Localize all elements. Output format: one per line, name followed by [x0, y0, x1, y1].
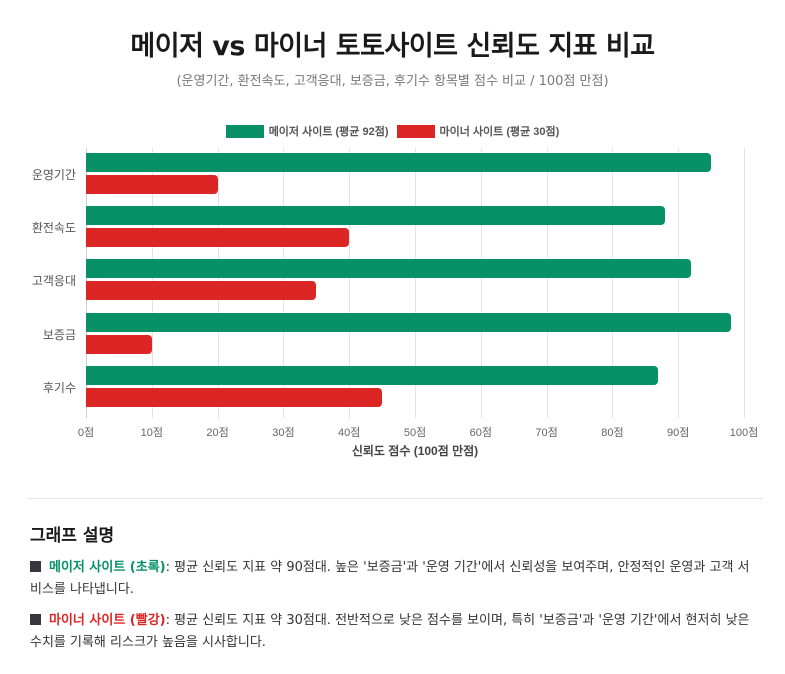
description-minor: 마이너 사이트 (빨강): 평균 신뢰도 지표 약 30점대. 전반적으로 낮은…: [30, 610, 760, 654]
x-axis-label: 신뢰도 점수 (100점 만점): [351, 444, 479, 458]
category-label: 고객응대: [31, 274, 76, 289]
section-divider: [27, 498, 763, 499]
bar-minor[interactable]: [86, 387, 383, 407]
legend-swatch-major: [225, 124, 264, 138]
x-tick-label: 10점: [140, 427, 163, 439]
chart-subtitle: (운영기간, 환전속도, 고객응대, 보증금, 후기수 항목별 점수 비교 / …: [176, 74, 609, 89]
bar-major[interactable]: [86, 153, 712, 172]
legend-label-major: 메이저 사이트 (평균 92점): [268, 126, 389, 138]
legend-item-minor[interactable]: 마이너 사이트 (평균 30점): [396, 123, 560, 139]
chart-title: 메이저 vs 마이너 토토사이트 신뢰도 지표 비교: [130, 31, 655, 62]
bar-major[interactable]: [86, 365, 659, 385]
category-label: 보증금: [42, 327, 76, 342]
x-tick-label: 40점: [338, 427, 361, 439]
x-tick-label: 50점: [403, 427, 427, 439]
gridline: [480, 148, 482, 418]
x-tick-label: 60점: [469, 427, 492, 439]
gridline: [612, 148, 614, 418]
x-tick-label: 30점: [272, 427, 295, 439]
bar-major[interactable]: [86, 206, 666, 226]
bar-major[interactable]: [86, 259, 692, 279]
square-bullet-icon: [30, 614, 41, 625]
major-label: 메이저 사이트 (초록): [49, 560, 166, 575]
bar-minor[interactable]: [86, 175, 218, 194]
x-tick-label: 100점: [729, 427, 759, 439]
description-title: 그래프 설명: [30, 526, 115, 546]
chart-legend: 메이저 사이트 (평균 92점) 마이너 사이트 (평균 30점): [0, 123, 785, 139]
x-tick-label: 80점: [601, 427, 624, 439]
category-label: 환전속도: [31, 221, 76, 236]
legend-swatch-minor: [396, 124, 435, 138]
gridline: [678, 148, 680, 418]
description-major: 메이저 사이트 (초록): 평균 신뢰도 지표 약 90점대. 높은 '보증금'…: [30, 557, 760, 601]
bar-minor[interactable]: [86, 334, 152, 354]
plot-area: [86, 148, 744, 410]
bar-minor[interactable]: [86, 281, 317, 301]
bar-major[interactable]: [86, 312, 731, 332]
x-tick-label: 70점: [535, 427, 558, 439]
minor-text: : 평균 신뢰도 지표 약 30점대. 전반적으로 낮은 점수를 보이며, 특히…: [30, 613, 750, 650]
legend-item-major[interactable]: 메이저 사이트 (평균 92점): [225, 123, 389, 139]
legend-label-minor: 마이너 사이트 (평균 30점): [439, 126, 560, 138]
bar-minor[interactable]: [86, 228, 350, 248]
minor-label: 마이너 사이트 (빨강): [49, 613, 166, 628]
category-label: 후기수: [42, 380, 76, 395]
gridline: [349, 148, 351, 418]
x-tick-label: 20점: [206, 427, 229, 439]
gridline: [744, 148, 745, 418]
category-label: 운영기간: [31, 168, 76, 182]
major-text: : 평균 신뢰도 지표 약 90점대. 높은 '보증금'과 '운영 기간'에서 …: [30, 560, 750, 597]
gridline: [546, 148, 548, 418]
x-tick-label: 0점: [77, 427, 95, 439]
square-bullet-icon: [30, 561, 41, 572]
gridline: [415, 148, 416, 418]
x-tick-label: 90점: [667, 427, 690, 439]
